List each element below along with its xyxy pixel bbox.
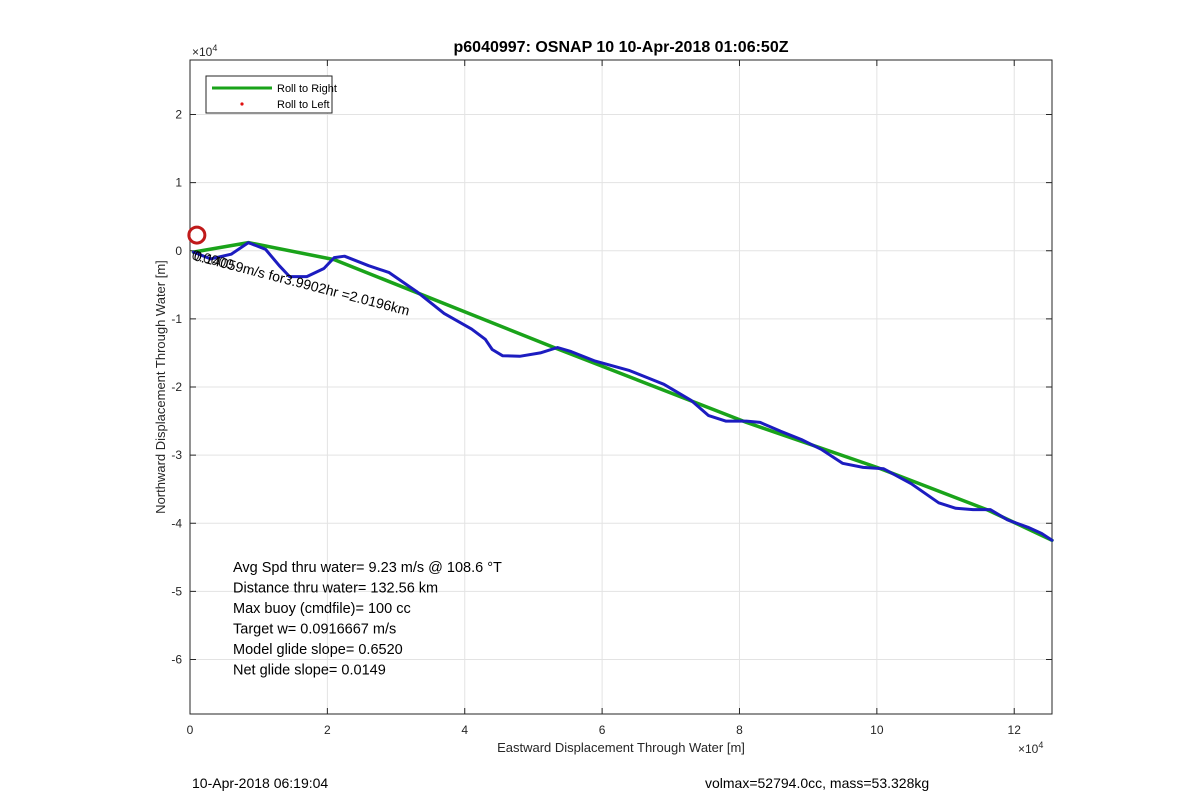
y-axis-exponent: ×104 (192, 43, 217, 59)
chart-title: p6040997: OSNAP 10 10-Apr-2018 01:06:50Z (454, 39, 789, 56)
data-series (187, 225, 1054, 543)
y-tick-label: -6 (171, 653, 182, 667)
y-tick-label: -2 (171, 380, 182, 394)
y-tick-label: -1 (171, 312, 182, 326)
x-axis-label: Eastward Displacement Through Water [m] (497, 740, 745, 755)
stat-target-w: Target w= 0.0916667 m/s (233, 622, 396, 638)
x-axis-exponent: ×104 (1018, 740, 1043, 756)
series-track-line (191, 241, 1054, 542)
legend-roll-left-swatch (240, 102, 244, 106)
stat-max-buoy: Max buoy (cmdfile)= 100 cc (233, 601, 411, 617)
series-roll-to-right-line (191, 240, 1054, 543)
grid-lines (190, 60, 1052, 714)
footer-timestamp: 10-Apr-2018 06:19:04 (192, 775, 328, 791)
y-tick-label: -4 (171, 516, 182, 530)
stat-avg-speed: Avg Spd thru water= 9.23 m/s @ 108.6 °T (233, 560, 502, 576)
x-tick-label: 4 (461, 723, 468, 737)
stat-distance: Distance thru water= 132.56 km (233, 581, 438, 597)
stat-model-glide-slope: Model glide slope= 0.6520 (233, 642, 403, 658)
y-tick-label: -3 (171, 448, 182, 462)
y-tick-label: 2 (175, 108, 182, 122)
x-tick-label: 10 (870, 723, 884, 737)
stats-block: Avg Spd thru water= 9.23 m/s @ 108.6 °T … (233, 560, 502, 679)
start-position-marker (187, 225, 207, 245)
legend-box (205, 75, 333, 114)
x-tick-label: 8 (736, 723, 743, 737)
x-tick-label: 6 (599, 723, 606, 737)
legend: Roll to Right Roll to Left (205, 75, 337, 114)
x-tick-label: 2 (324, 723, 331, 737)
legend-roll-left-label: Roll to Left (277, 99, 330, 111)
y-tick-label: 0 (175, 244, 182, 258)
legend-roll-right-label: Roll to Right (277, 83, 337, 95)
x-tick-label: 0 (187, 723, 194, 737)
y-axis-label: Northward Displacement Through Water [m] (153, 260, 168, 514)
stat-net-glide-slope: Net glide slope= 0.0149 (233, 663, 386, 679)
y-tick-label: -5 (171, 584, 182, 598)
y-tick-label: 1 (175, 176, 182, 190)
x-tick-label: 12 (1008, 723, 1022, 737)
footer-volmax-mass: volmax=52794.0cc, mass=53.328kg (705, 775, 929, 791)
